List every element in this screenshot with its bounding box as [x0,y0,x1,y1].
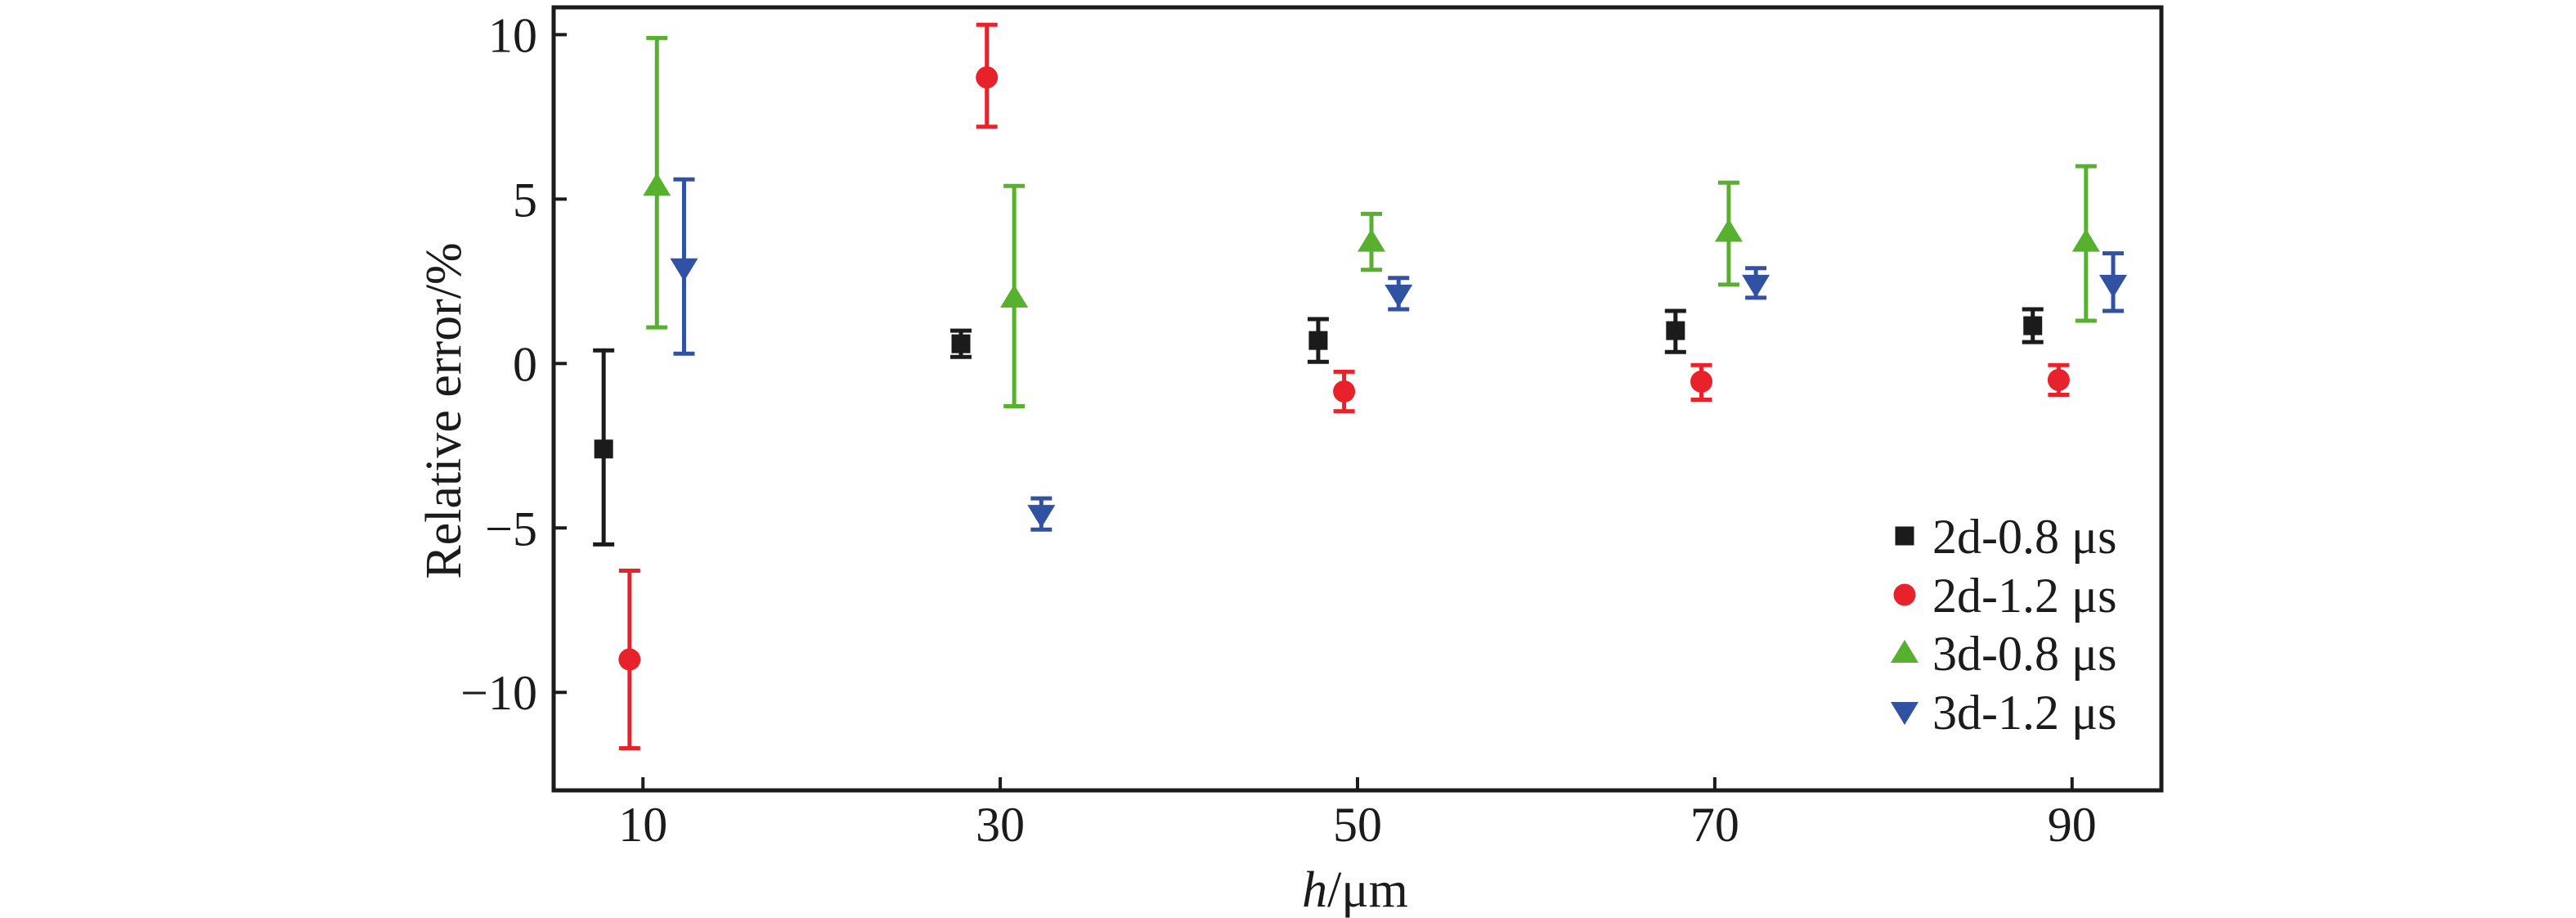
legend-marker-triangle-down [1891,702,1919,725]
data-point-square [594,439,613,459]
data-point-triangle-up [1000,284,1029,308]
y-tick-label: −5 [485,502,537,556]
y-axis-title: Relative error/% [416,242,472,579]
x-tick-label: 70 [1690,798,1739,852]
data-point-triangle-up [1358,228,1386,252]
data-point-circle [1333,380,1356,403]
x-axis-variable: h [1302,862,1328,918]
data-point-square [1666,321,1685,340]
data-point-triangle-down [1027,505,1056,529]
data-point-triangle-down [1384,284,1413,308]
x-axis-unit: /μm [1327,862,1408,918]
data-point-square [1308,331,1328,350]
x-tick-label: 10 [618,798,667,852]
data-point-circle [2047,368,2070,391]
legend-label: 2d-0.8 μs [1932,510,2117,564]
y-tick-label: 5 [513,173,537,227]
plot-frame [551,5,2164,793]
y-tick-label: 0 [513,337,537,391]
y-tick-label: −10 [460,666,537,720]
x-tick-label: 30 [976,798,1025,852]
data-point-circle [1690,370,1713,393]
data-point-triangle-up [1714,218,1743,242]
legend-label: 2d-1.2 μs [1932,569,2117,623]
data-point-circle [618,648,641,671]
data-point-circle [976,66,999,89]
legend-marker-circle [1893,583,1916,606]
data-point-triangle-down [1742,274,1770,298]
legend-label: 3d-0.8 μs [1932,627,2117,681]
x-axis-title: h/μm [1302,865,1408,916]
x-tick-label: 90 [2048,798,2097,852]
legend-label: 3d-1.2 μs [1932,686,2117,740]
data-point-triangle-down [2099,274,2128,298]
legend-marker-square [1895,526,1914,546]
data-point-triangle-down [670,258,698,281]
legend-marker-triangle-up [1891,640,1919,663]
data-point-triangle-up [2071,228,2100,252]
y-tick-label: 10 [488,8,537,62]
x-tick-label: 50 [1333,798,1382,852]
data-point-square [2023,316,2043,335]
data-point-square [951,334,971,353]
data-point-triangle-up [643,173,671,196]
